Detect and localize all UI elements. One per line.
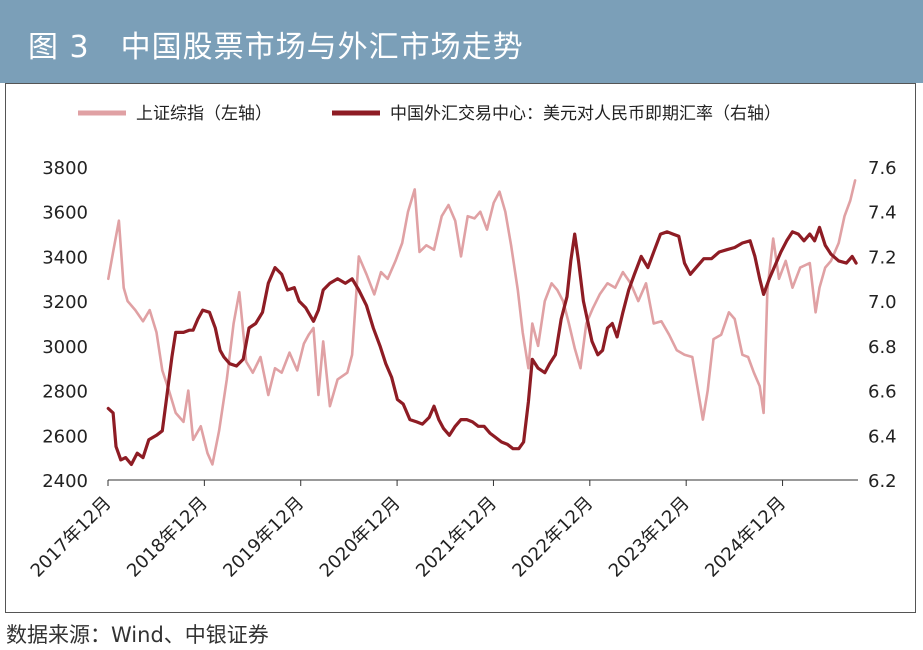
y-left-tick-label: 2400 (42, 471, 88, 492)
y-right-tick-label: 7.0 (868, 292, 897, 313)
y-right-tick-label: 6.2 (868, 471, 897, 492)
legend-label-left-series: 上证综指（左轴） (136, 104, 272, 124)
plot-area (106, 179, 858, 466)
chart-frame (5, 83, 916, 613)
x-tick-label: 2018年12月 (123, 493, 212, 582)
legend: 上证综指（左轴） 中国外汇交易中心：美元对人民币即期汇率（右轴） (78, 104, 781, 124)
y-left-tick-label: 3800 (42, 158, 88, 179)
y-left-tick-label: 3600 (42, 203, 88, 224)
y-right-tick-label: 6.8 (868, 337, 897, 358)
legend-label-right-series: 中国外汇交易中心：美元对人民币即期汇率（右轴） (390, 104, 781, 124)
y-right-tick-label: 7.2 (868, 247, 897, 268)
y-left-tick-label: 3000 (42, 337, 88, 358)
x-tick-label: 2023年12月 (605, 493, 694, 582)
series-line-usdcny (106, 225, 858, 466)
series-line-shanghai-composite (107, 179, 857, 466)
x-tick-label: 2020年12月 (316, 493, 405, 582)
x-tick-label: 2024年12月 (701, 493, 790, 582)
y-right-tick-label: 6.6 (868, 382, 897, 403)
x-tick-label: 2021年12月 (412, 493, 501, 582)
y-left-tick-label: 3200 (42, 292, 88, 313)
y-right-tick-label: 6.4 (868, 426, 897, 447)
y-left-tick-label: 2600 (42, 426, 88, 447)
x-tick-label: 2022年12月 (508, 493, 597, 582)
y-left-tick-label: 2800 (42, 382, 88, 403)
y-right-tick-label: 7.6 (868, 158, 897, 179)
data-source-note: 数据来源：Wind、中银证券 (6, 623, 269, 647)
x-tick-label: 2017年12月 (27, 493, 116, 582)
x-tick-label: 2019年12月 (219, 493, 308, 582)
y-right-tick-label: 7.4 (868, 203, 897, 224)
header-bar: 图 3 中国股票市场与外汇市场走势 (0, 0, 923, 83)
y-left-tick-label: 3400 (42, 247, 88, 268)
chart-figure-title: 图 3 中国股票市场与外汇市场走势 (28, 30, 524, 65)
